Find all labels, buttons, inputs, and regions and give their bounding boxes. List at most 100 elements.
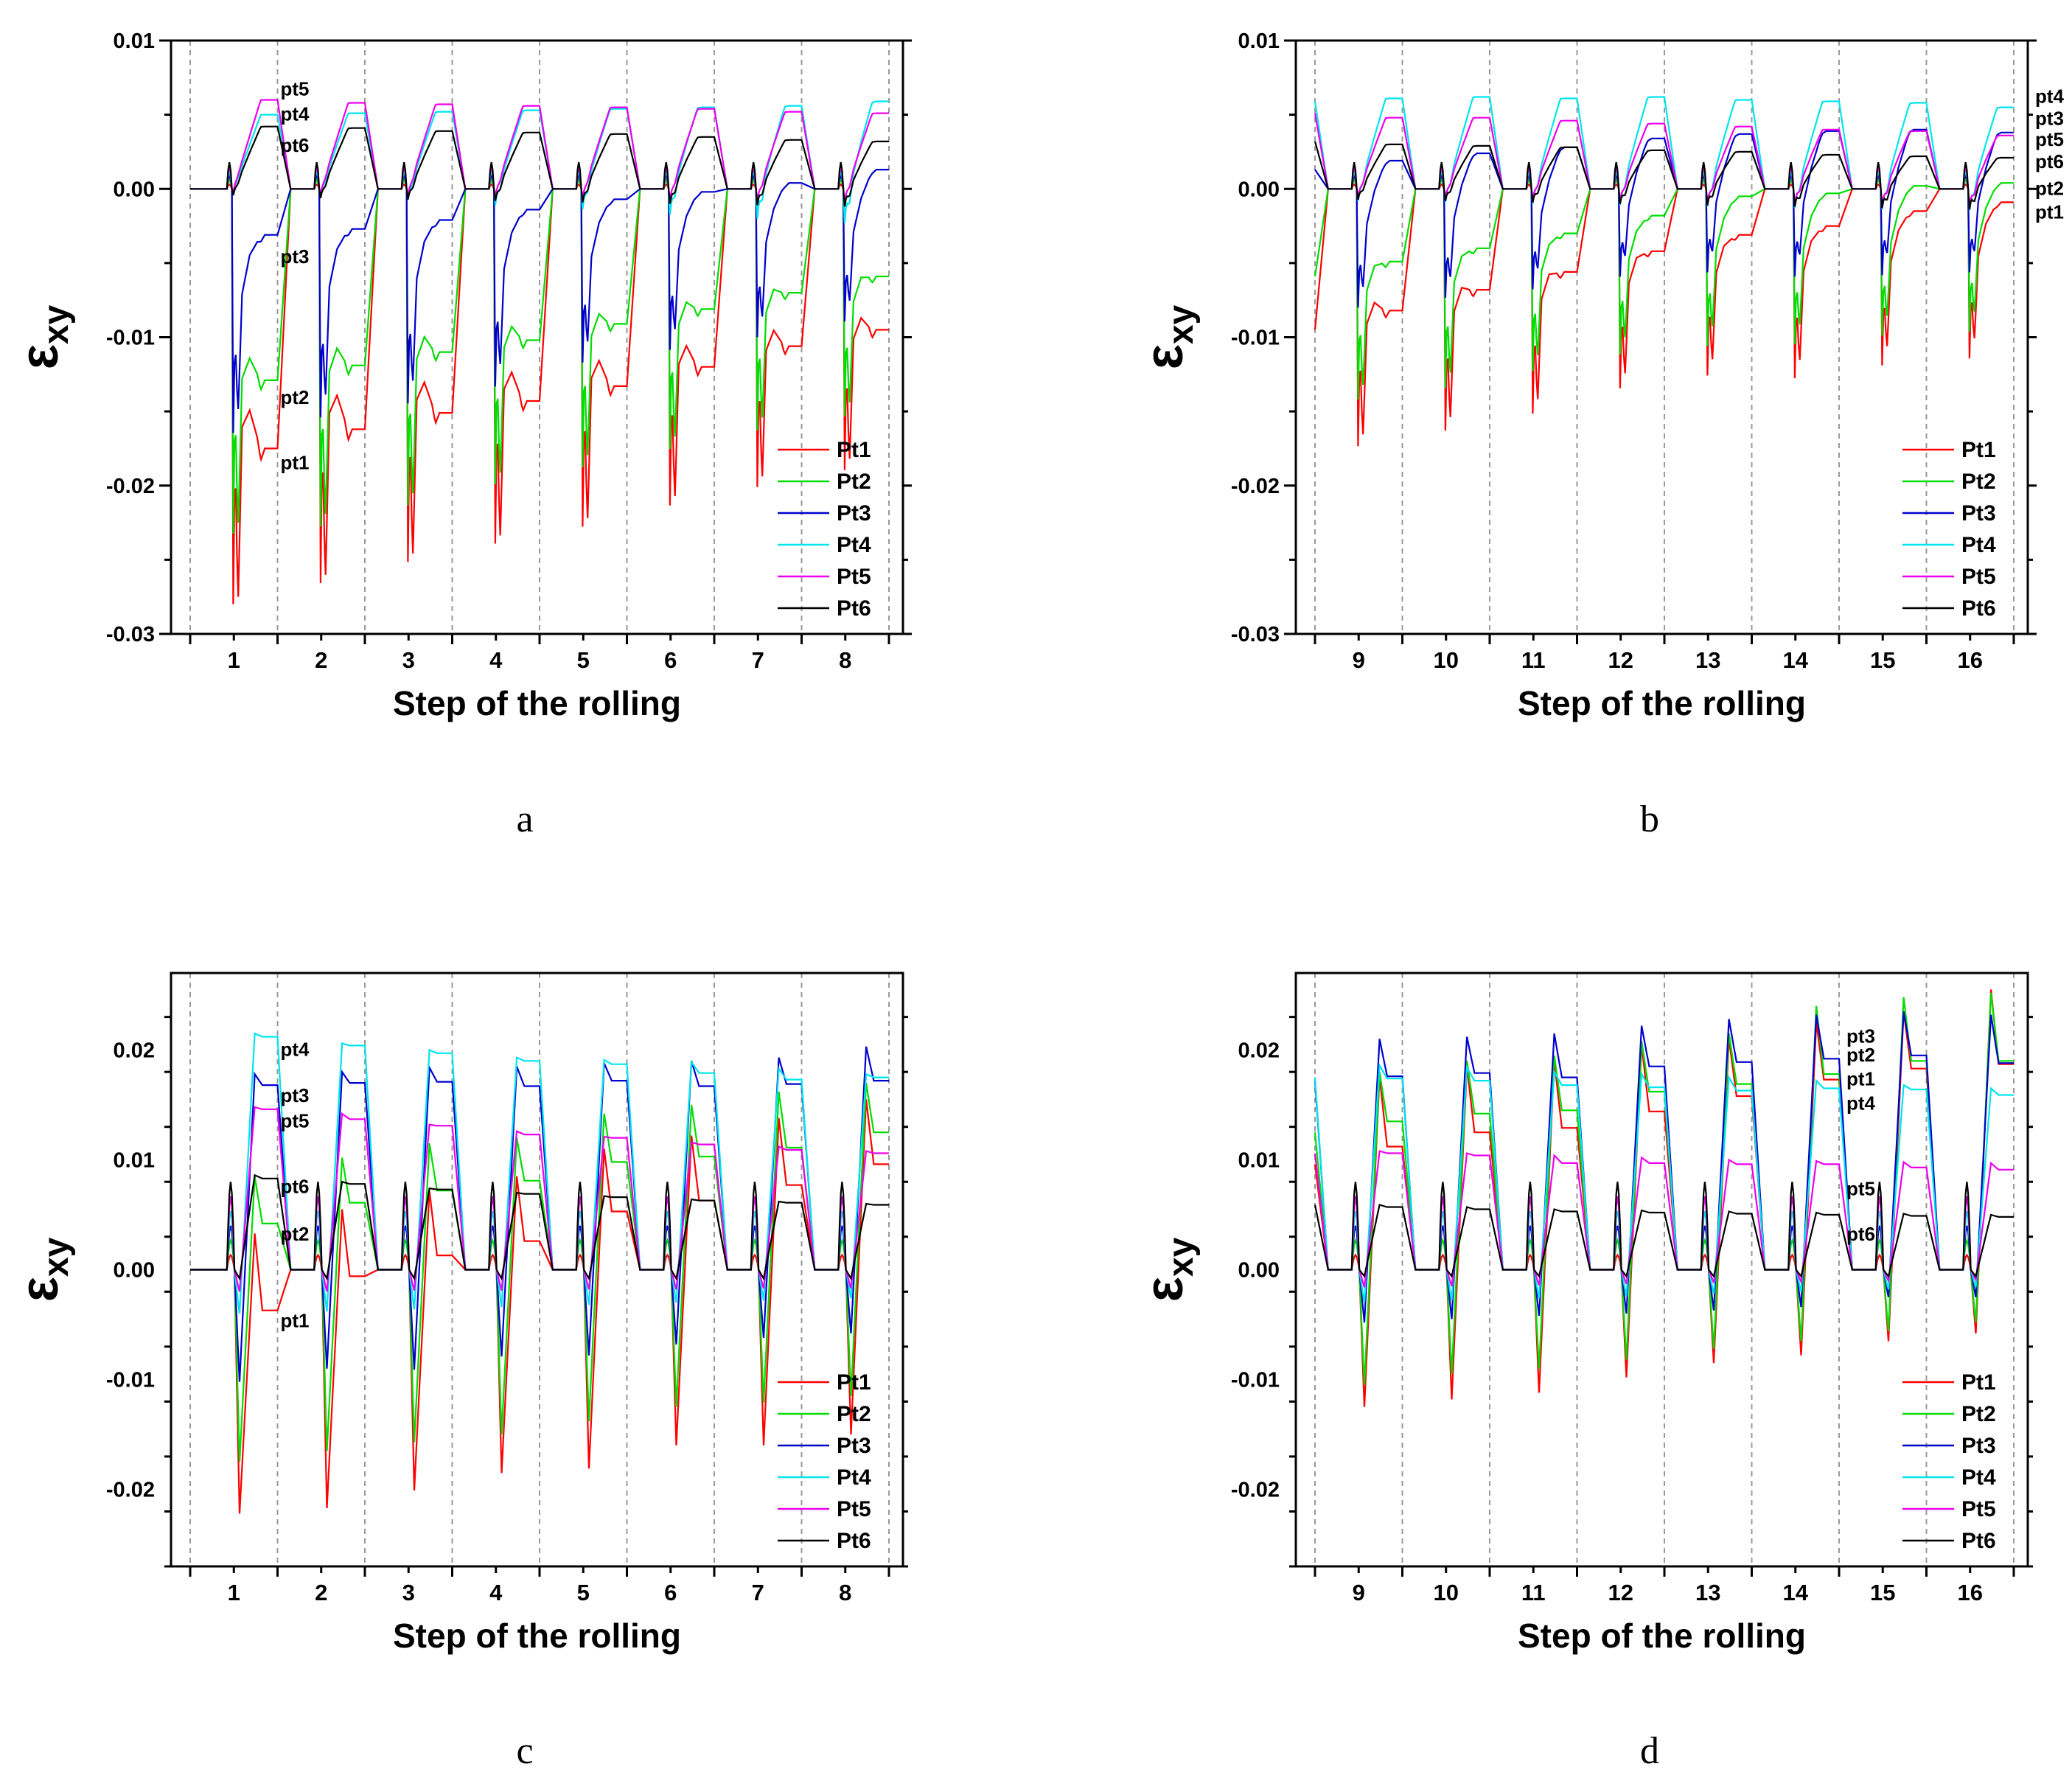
legend-label-pt4: Pt4 (837, 533, 871, 557)
x-tick-label: 15 (1870, 647, 1895, 673)
x-tick-label: 3 (402, 647, 415, 673)
y-tick-label: -0.03 (1231, 623, 1280, 646)
legend-label-pt6: Pt6 (1961, 1529, 1996, 1553)
x-tick-label: 14 (1783, 1580, 1809, 1605)
x-tick-label: 16 (1958, 1580, 1983, 1605)
panel-c: 0.02 0.01 0.00 -0.01 -0.02 1 2 3 4 5 6 7 8 Step of th… (10, 972, 908, 1655)
y-tick-label: 0.01 (1238, 1148, 1280, 1172)
legend-label-pt2: Pt2 (1961, 1402, 1996, 1426)
legend-label-pt6: Pt6 (837, 1529, 871, 1553)
x-tick-label: 4 (489, 647, 503, 673)
annotation-pt2: pt2 (2035, 177, 2064, 199)
x-axis-title: Step of the rolling (1518, 1617, 1806, 1655)
panel-a: 0.01 0.00 -0.01 -0.02 -0.03 1 2 3 4 5 6 7 8 Step of t… (10, 29, 912, 722)
series-line-pt6 (190, 125, 889, 207)
y-tick-label: -0.02 (106, 475, 155, 498)
series-line-pt1 (190, 183, 889, 604)
legend-label-pt3: Pt3 (837, 1434, 871, 1458)
annotation-pt2: pt2 (1846, 1044, 1875, 1066)
y-axis-title-subscript: xy (37, 1237, 76, 1277)
x-tick-label: 15 (1870, 1580, 1895, 1605)
x-tick-label: 9 (1353, 647, 1365, 673)
series-line-pt3 (190, 169, 889, 433)
y-tick-label: -0.02 (1231, 475, 1280, 498)
x-tick-label: 2 (315, 647, 327, 673)
legend-label-pt2: Pt2 (837, 1402, 871, 1426)
annotation-pt4: pt4 (281, 1038, 310, 1060)
series-line-pt6 (1314, 141, 2014, 210)
y-axis-title: εxy (10, 304, 76, 369)
legend-label-pt5: Pt5 (837, 1497, 871, 1521)
series-line-pt1 (1314, 989, 2014, 1407)
y-axis-title: εxy (1135, 304, 1201, 369)
annotation-pt5: pt5 (2035, 128, 2064, 150)
y-tick-label: -0.01 (106, 327, 155, 350)
x-tick-label: 7 (752, 647, 764, 673)
x-tick-label: 10 (1434, 647, 1459, 673)
series-line-pt2 (190, 1082, 889, 1462)
y-tick-label: -0.02 (106, 1479, 155, 1502)
x-tick-label: 8 (839, 647, 851, 673)
annotation-pt6: pt6 (281, 1176, 310, 1198)
series-line-pt5 (1314, 1150, 2014, 1288)
x-tick-label: 4 (489, 1580, 503, 1605)
y-tick-label: -0.01 (1231, 327, 1280, 350)
y-axis-title-symbol: ε (1135, 344, 1194, 369)
annotation-pt6: pt6 (1846, 1223, 1875, 1245)
legend-label-pt6: Pt6 (1961, 596, 1996, 621)
x-tick-label: 3 (402, 1580, 415, 1605)
y-axis-title: εxy (10, 1237, 76, 1302)
x-tick-label: 5 (577, 1580, 590, 1605)
annotation-pt2: pt2 (281, 1223, 310, 1245)
series-line-pt2 (190, 178, 889, 534)
x-tick-label: 13 (1695, 1580, 1720, 1605)
annotation-pt1: pt1 (281, 1310, 310, 1332)
x-tick-label: 2 (315, 1580, 327, 1605)
legend-label-pt5: Pt5 (1961, 1497, 1996, 1521)
x-axis-title: Step of the rolling (393, 1617, 681, 1655)
y-tick-label: 0.01 (114, 1148, 155, 1172)
y-tick-label: 0.02 (1238, 1039, 1280, 1062)
annotation-pt4: pt4 (2035, 85, 2065, 107)
y-tick-label: 0.02 (114, 1039, 155, 1062)
legend-label-pt3: Pt3 (1961, 1434, 1996, 1458)
y-tick-label: -0.03 (106, 623, 155, 646)
annotation-pt5: pt5 (281, 77, 310, 100)
legend-label-pt4: Pt4 (1961, 533, 1996, 557)
x-tick-label: 12 (1608, 1580, 1633, 1605)
x-axis-title: Step of the rolling (393, 684, 681, 722)
x-tick-label: 10 (1434, 1580, 1459, 1605)
y-axis-title: εxy (1135, 1237, 1201, 1302)
annotation-pt1: pt1 (1846, 1068, 1875, 1090)
x-tick-label: 16 (1958, 647, 1983, 673)
legend-label-pt2: Pt2 (837, 470, 871, 494)
x-tick-label: 5 (577, 647, 590, 673)
x-tick-label: 14 (1783, 647, 1809, 673)
x-tick-label: 7 (752, 1580, 764, 1605)
annotation-pt6: pt6 (2035, 150, 2064, 172)
panel-b: 0.01 0.00 -0.01 -0.02 -0.03 9 10 11 12 13 14 15 16 St… (1135, 29, 2065, 722)
y-tick-label: 0.00 (114, 1259, 155, 1283)
y-axis-title-subscript: xy (1162, 1237, 1201, 1277)
x-tick-label: 12 (1608, 647, 1633, 673)
legend-label-pt6: Pt6 (837, 596, 871, 621)
annotation-pt6: pt6 (281, 134, 310, 156)
x-tick-label: 11 (1521, 647, 1546, 673)
legend-label-pt4: Pt4 (1961, 1465, 1996, 1490)
x-tick-label: 6 (664, 1580, 677, 1605)
annotation-pt5: pt5 (1846, 1178, 1875, 1200)
panel-label-c: c (516, 1730, 533, 1772)
y-axis-title-subscript: xy (1162, 304, 1201, 344)
panel-label-d: d (1640, 1730, 1659, 1772)
annotation-pt5: pt5 (281, 1109, 310, 1131)
x-tick-label: 13 (1695, 647, 1720, 673)
legend-label-pt3: Pt3 (837, 501, 871, 526)
series-line-pt6 (190, 1174, 889, 1281)
legend-label-pt3: Pt3 (1961, 501, 1996, 526)
x-tick-label: 11 (1521, 1580, 1546, 1605)
legend-label-pt4: Pt4 (837, 1465, 871, 1490)
annotation-pt1: pt1 (281, 452, 310, 474)
y-tick-label: -0.02 (1231, 1479, 1280, 1502)
x-tick-label: 9 (1353, 1580, 1365, 1605)
annotation-pt4: pt4 (1846, 1092, 1876, 1114)
